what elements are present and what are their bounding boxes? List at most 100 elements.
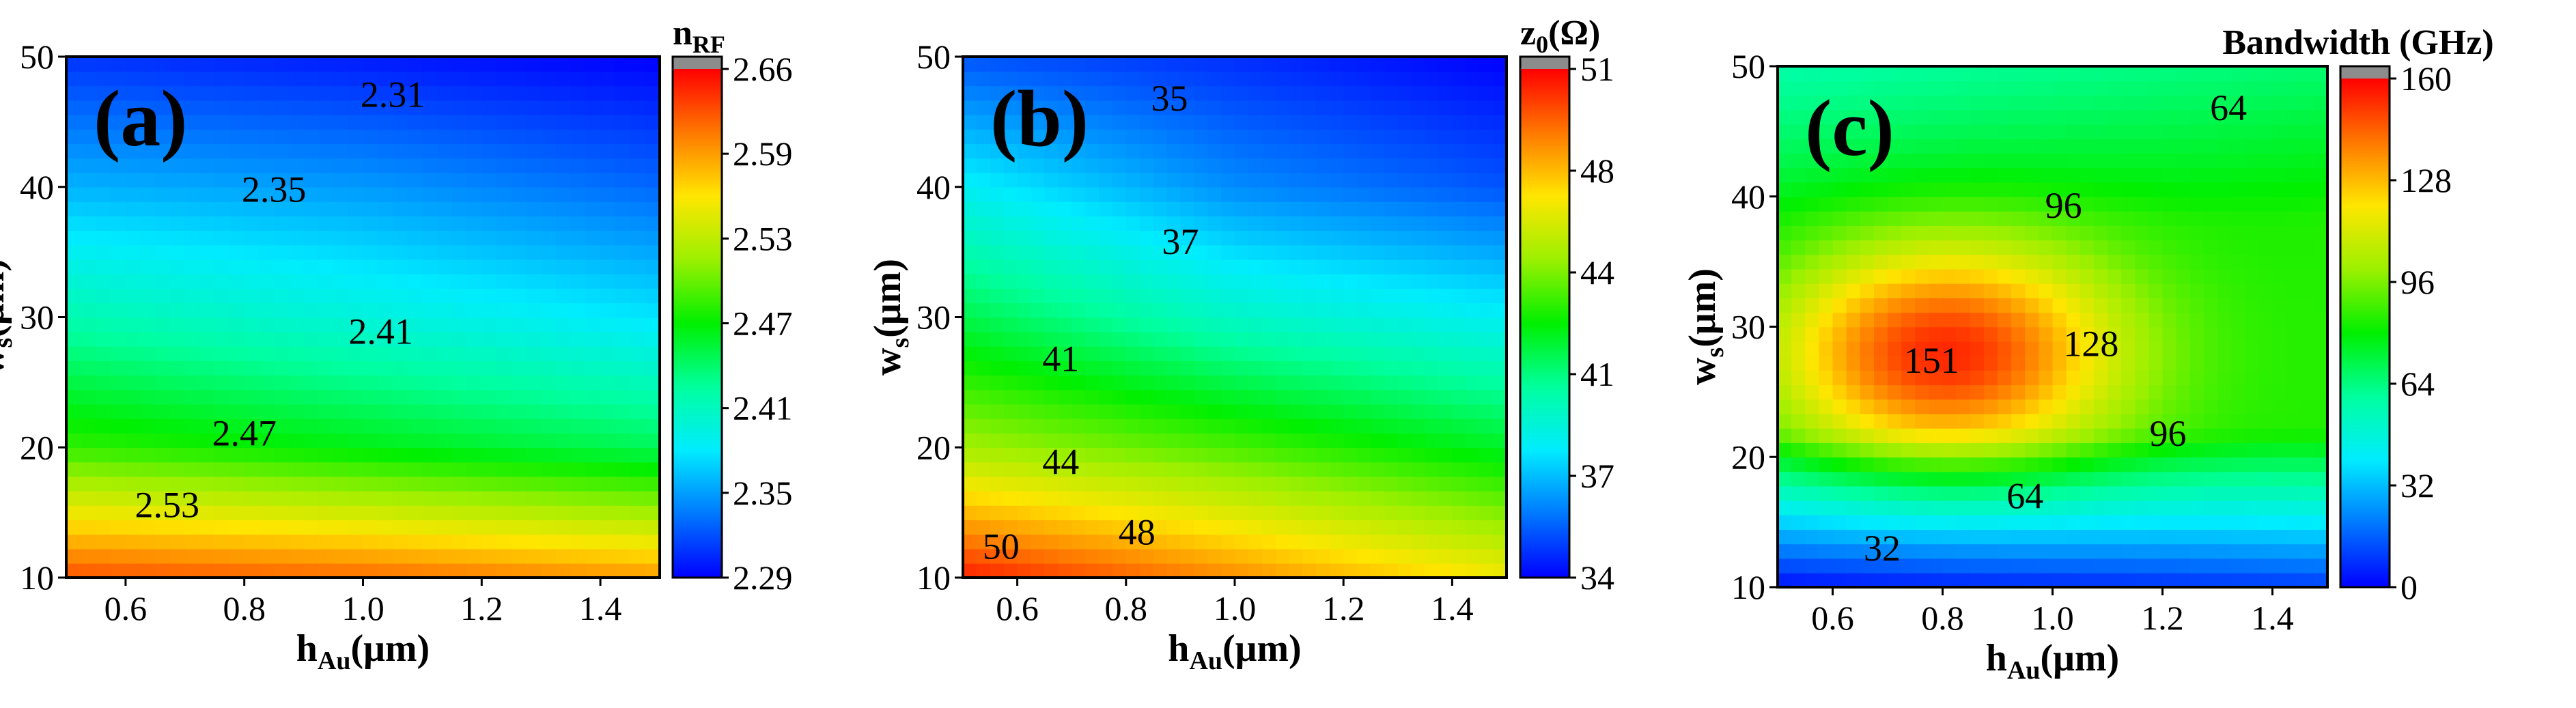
heatmap-cell [1452,360,1467,376]
heatmap-cell [1248,476,1263,492]
heatmap-cell [199,186,215,202]
heatmap-cell [1017,114,1032,130]
heatmap-cell [1125,563,1140,578]
y-tick-label: 50 [1731,47,1765,85]
heatmap-cell [1302,433,1317,449]
heatmap-cell [2135,268,2150,284]
heatmap-cell [1901,471,1916,487]
heatmap-cell [393,505,408,520]
heatmap-cell [1411,403,1426,419]
heatmap-cell [1180,114,1195,130]
heatmap-cell [96,129,111,144]
heatmap-cell [363,433,378,449]
heatmap-cell [1289,505,1304,520]
heatmap-cell [1003,216,1018,231]
heatmap-cell [2066,225,2081,241]
heatmap-cell [600,288,616,304]
heatmap-cell [2039,572,2054,588]
heatmap-cell [1371,143,1385,159]
heatmap-cell [1452,244,1467,260]
heatmap-cell [81,505,97,520]
heatmap-cell [2313,240,2328,255]
heatmap-cell [407,143,423,159]
heatmap-cell [1302,244,1317,260]
heatmap-cell [1207,85,1222,101]
heatmap-cell [1778,384,1792,400]
heatmap-cell [81,158,97,173]
heatmap-cell [2286,225,2301,241]
heatmap-cell [1194,57,1208,72]
heatmap-cell [645,273,660,289]
heatmap-cell [1873,196,1888,212]
heatmap-cell [1998,384,2012,400]
heatmap-cell [1493,331,1507,347]
heatmap-cell [1357,331,1371,347]
heatmap-cell [140,403,156,419]
heatmap-cell [2286,326,2301,342]
heatmap-cell [1302,548,1317,564]
heatmap-cell [125,114,141,130]
heatmap-cell [600,259,616,274]
heatmap-cell [990,230,1005,246]
heatmap-cell [1221,288,1235,304]
heatmap-cell [1003,71,1018,87]
heatmap-cell [2093,167,2108,183]
heatmap-cell [407,548,423,564]
heatmap-cell [2176,384,2191,400]
heatmap-cell [1397,129,1412,144]
heatmap-cell [1438,505,1453,520]
heatmap-cell [1832,196,1847,212]
heatmap-cell [1072,403,1086,419]
heatmap-cell [1411,273,1426,289]
heatmap-cell [496,447,512,463]
heatmap-cell [1003,158,1018,173]
heatmap-cell [990,462,1005,477]
heatmap-cell [1194,186,1208,202]
heatmap-cell [615,273,631,289]
heatmap-cell [66,288,82,304]
heatmap-cell [481,71,497,87]
heatmap-cell [2039,326,2054,342]
heatmap-cell [2039,471,2054,487]
heatmap-cell [1207,201,1222,216]
heatmap-cell [1466,360,1480,376]
heatmap-cell [2052,139,2067,154]
heatmap-cell [274,85,290,101]
heatmap-cell [1072,100,1086,115]
heatmap-cell [1411,563,1426,578]
heatmap-cell [1031,403,1046,419]
heatmap-cell [393,100,408,115]
heatmap-cell [1846,298,1861,313]
colorbar-frame [1519,55,1571,579]
heatmap-cell [1180,447,1195,463]
heatmap-cell [2108,500,2122,515]
heatmap-cell [1357,476,1371,492]
heatmap-cell [288,201,305,216]
heatmap-cell [1493,345,1507,361]
heatmap-cell [1153,389,1168,405]
heatmap-cell [1207,244,1222,260]
heatmap-cell [1194,563,1208,578]
heatmap-cell [1466,375,1480,391]
heatmap-cell [526,259,542,274]
heatmap-cell [615,534,631,550]
heatmap-cell [1289,302,1304,318]
heatmap-cell [2011,543,2026,559]
heatmap-cell [451,302,468,318]
heatmap-cell [1302,201,1317,216]
heatmap-cell [2025,558,2040,574]
heatmap-cell [1425,375,1440,391]
heatmap-cell [2148,81,2164,96]
heatmap-cell [1371,302,1385,318]
heatmap-cell [393,345,408,361]
heatmap-cell [184,143,201,159]
colorbar-tick-label: 48 [1580,152,1614,190]
heatmap-cell [481,143,497,159]
heatmap-cell [1316,273,1331,289]
panel-label: (a) [94,74,188,163]
heatmap-cell [1357,505,1371,520]
heatmap-cell [2108,124,2122,139]
heatmap-cell [1915,413,1930,429]
heatmap-cell [259,418,275,434]
heatmap-cell [2272,254,2287,270]
